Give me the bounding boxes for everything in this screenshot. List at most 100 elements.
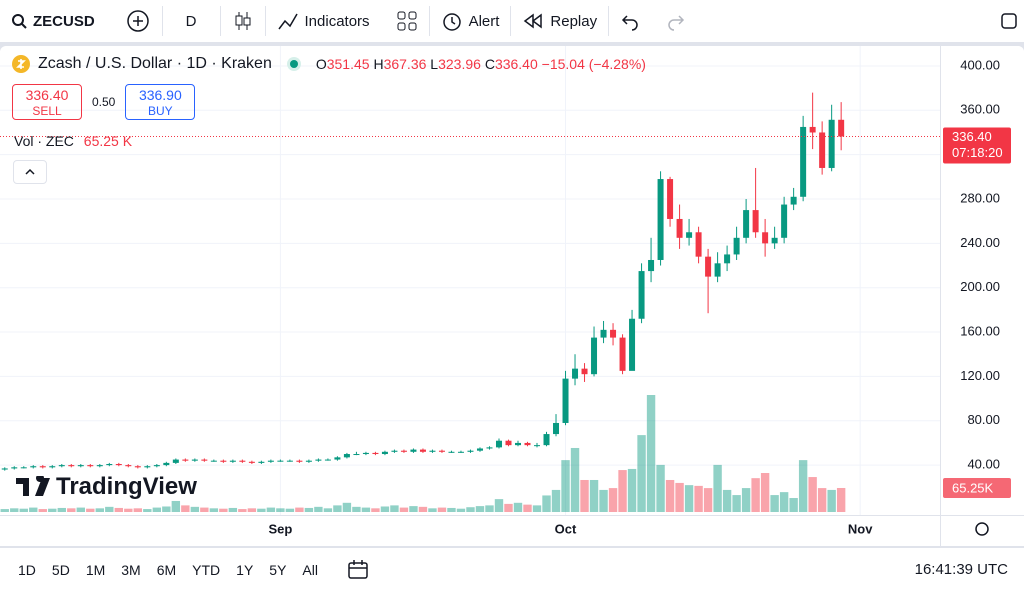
layouts-icon[interactable] — [396, 10, 418, 32]
replay-button[interactable]: Replay — [511, 6, 610, 36]
timeframe-button[interactable]: 6M — [156, 561, 177, 578]
candle-body — [534, 445, 541, 447]
volume-bar — [570, 447, 580, 512]
volume-bar — [57, 507, 66, 512]
volume-bar — [219, 508, 228, 512]
volume-bar — [361, 507, 371, 512]
candle-body — [144, 466, 151, 468]
price-tag — [943, 127, 1011, 164]
candle-body — [305, 460, 312, 462]
timeframe-button[interactable]: 5Y — [269, 561, 287, 578]
volume-bar — [19, 508, 28, 512]
y-tick-label: 280.00 — [960, 190, 1000, 205]
indicators-icon — [277, 13, 298, 30]
candle-body — [572, 368, 579, 379]
timeframe-button[interactable]: All — [302, 561, 318, 578]
candle-body — [600, 329, 607, 338]
candle-body — [543, 434, 550, 446]
timeframe-button[interactable]: 1M — [85, 561, 106, 578]
volume-bar — [684, 485, 694, 512]
volume-bar — [789, 498, 798, 512]
chart-panel: 40.00 80.00 120.00 160.00 200.00 240.00 280.00… — [0, 46, 1024, 546]
collapse-button[interactable] — [13, 160, 47, 184]
volume-bar — [67, 508, 76, 512]
volume-bar — [817, 488, 827, 512]
y-tick-label: 240.00 — [960, 235, 1000, 250]
timeframe-button[interactable]: 5D — [51, 561, 70, 578]
alert-label: Alert — [468, 12, 500, 30]
sell-button[interactable]: 336.40 SELL — [12, 84, 82, 120]
candle-body — [828, 119, 835, 168]
alert-button[interactable]: Alert — [430, 6, 512, 36]
fullscreen-icon[interactable] — [1000, 12, 1018, 30]
candle-body — [676, 218, 683, 238]
candle-body — [315, 459, 322, 461]
volume-bar — [114, 507, 124, 512]
volume-bar — [428, 508, 437, 512]
logo-icon — [16, 476, 50, 496]
undo-redo — [609, 6, 697, 36]
volume-bar — [694, 485, 703, 512]
symbol-search[interactable]: ZECUSD — [0, 6, 163, 36]
y-tick-label: 200.00 — [960, 279, 1000, 294]
volume-bar — [760, 473, 770, 512]
volume-bar — [285, 508, 295, 512]
volume-bar — [599, 489, 608, 512]
candle-body — [11, 467, 18, 469]
candle-body — [495, 440, 502, 448]
volume-bar — [352, 506, 361, 512]
candle-body — [562, 378, 569, 423]
buy-button[interactable]: 336.90 BUY — [125, 84, 196, 120]
logo-text: TradingView — [56, 473, 197, 500]
chart: 40.00 80.00 120.00 160.00 200.00 240.00 280.00… — [0, 46, 1024, 546]
volume-bar — [209, 508, 219, 512]
legend-title: Zcash / U.S. Dollar · 1D · Kraken — [38, 55, 272, 72]
volume-bar — [485, 505, 494, 512]
volume-bar — [827, 489, 836, 512]
interval[interactable]: D — [163, 6, 221, 36]
candle-body — [410, 449, 417, 452]
o-value: 351.45 — [326, 56, 370, 72]
candle-icon — [235, 12, 251, 30]
date-range-icon[interactable] — [346, 558, 370, 582]
volume-bar — [76, 507, 85, 512]
candle-body — [400, 450, 407, 452]
redo-icon[interactable] — [666, 11, 686, 31]
undo-icon[interactable] — [620, 11, 640, 31]
candle-body — [372, 452, 379, 455]
timeframe-button[interactable]: 1D — [18, 561, 36, 578]
volume-bar — [513, 502, 523, 512]
candle-body — [438, 450, 445, 452]
candle-body — [714, 263, 721, 277]
volume-bar — [646, 395, 656, 512]
candle-body — [220, 460, 227, 462]
timeframe-button[interactable]: YTD — [192, 561, 221, 578]
volume-bar — [437, 507, 447, 512]
sell-price: 336.40 — [25, 87, 69, 103]
volume-bar — [371, 508, 380, 512]
candle-body — [286, 460, 293, 462]
indicators-button[interactable]: Indicators — [266, 6, 430, 36]
timeframe-button[interactable]: 3M — [121, 561, 141, 578]
candle-body — [648, 259, 655, 272]
volume-bar — [409, 506, 418, 512]
volume-bar — [770, 495, 779, 512]
x-tick-label: Nov — [848, 521, 873, 536]
candle-body — [657, 179, 664, 260]
volume-bar — [295, 507, 304, 512]
volume-bar — [732, 495, 741, 512]
candle-body — [667, 179, 674, 219]
y-tick-label: 400.00 — [960, 57, 1000, 72]
compare-icon[interactable] — [125, 8, 151, 34]
candle-body — [591, 337, 598, 375]
volume-bar — [380, 506, 390, 512]
h-value: 367.36 — [383, 56, 427, 72]
candle-body — [77, 465, 84, 467]
candle-body — [58, 465, 65, 467]
timeframe-button[interactable]: 1Y — [236, 561, 254, 578]
volume-bar — [95, 508, 104, 512]
candle-body — [267, 460, 274, 462]
candle-body — [695, 232, 702, 257]
candle-body — [771, 237, 778, 244]
chart-type[interactable] — [221, 6, 266, 36]
